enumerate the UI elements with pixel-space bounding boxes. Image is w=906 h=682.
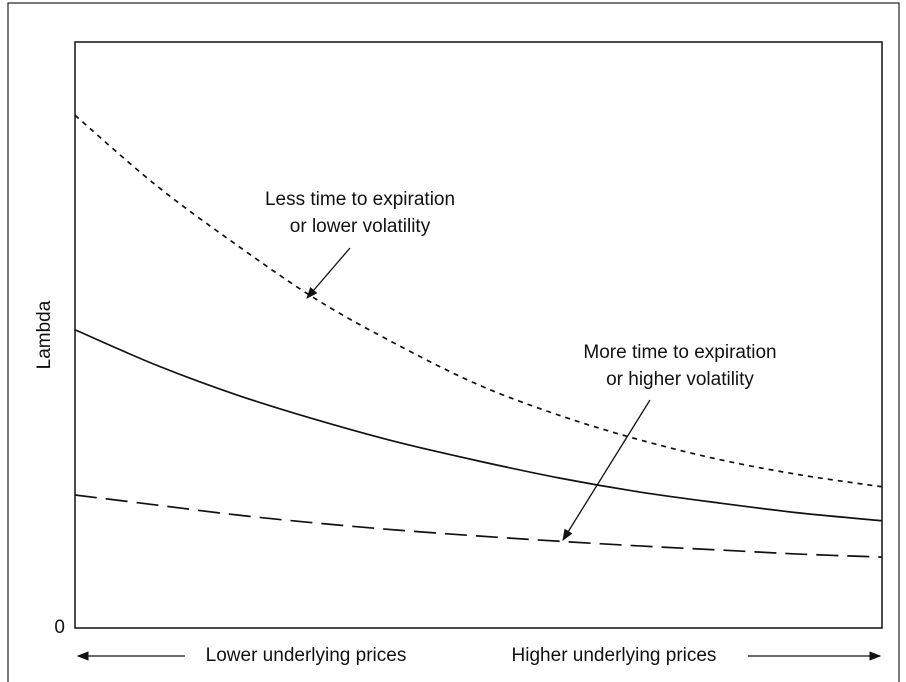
x-axis-label-left: Lower underlying prices xyxy=(206,645,407,666)
annotation-text: or higher volatility xyxy=(606,369,754,390)
line-series xyxy=(74,114,883,488)
x-axis-label-right: Higher underlying prices xyxy=(512,645,717,666)
annotation-text: or lower volatility xyxy=(290,216,431,237)
y-axis-label: Lambda xyxy=(34,300,55,369)
plot-area xyxy=(74,41,883,629)
annotation-text: More time to expiration xyxy=(583,342,776,363)
line-series xyxy=(74,328,883,522)
annotation-arrow xyxy=(562,399,651,541)
frame xyxy=(7,2,900,682)
annotation-arrow xyxy=(306,247,351,299)
y-tick-label: 0 xyxy=(54,617,65,638)
annotation-text: Less time to expiration xyxy=(265,189,455,210)
line-series xyxy=(74,494,883,558)
